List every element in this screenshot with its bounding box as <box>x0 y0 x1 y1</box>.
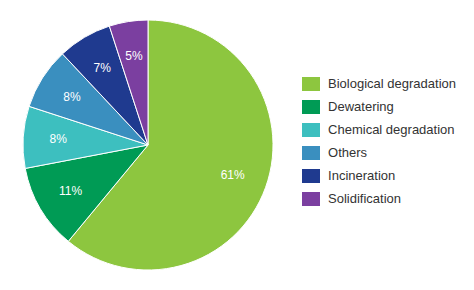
svg-text:8%: 8% <box>63 90 81 104</box>
html-text:Dewatering: Dewatering <box>328 99 394 114</box>
html-text:Others: Others <box>328 145 368 160</box>
html-text:Chemical degradation: Chemical degradation <box>328 122 455 137</box>
svg-text:61%: 61% <box>221 168 245 182</box>
html-text:Incineration: Incineration <box>328 168 396 183</box>
svg-text:5%: 5% <box>125 49 143 63</box>
html-text:Solidification: Solidification <box>328 191 402 206</box>
svg-text:11%: 11% <box>59 184 82 198</box>
svg-text:8%: 8% <box>50 132 68 146</box>
html-text:Biological degradation: Biological degradation <box>328 76 456 91</box>
svg-text:7%: 7% <box>94 61 112 75</box>
